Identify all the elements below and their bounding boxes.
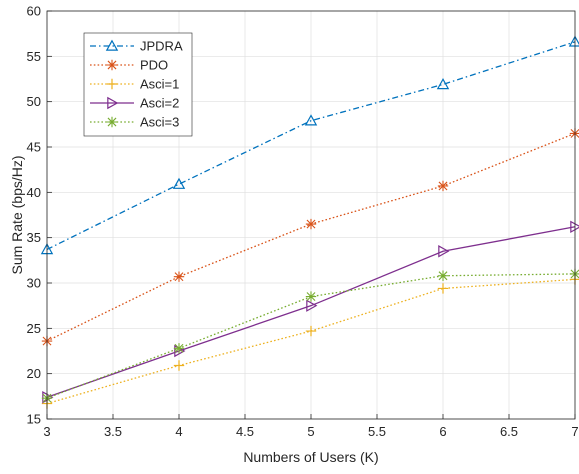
y-tick-label: 45 <box>27 140 41 155</box>
legend-marker <box>106 78 118 90</box>
x-tick-label: 7 <box>571 424 578 439</box>
x-tick-label: 3 <box>43 424 50 439</box>
legend-marker <box>105 39 119 51</box>
legend-entry: Asci=3 <box>90 115 179 130</box>
data-point <box>437 283 449 294</box>
legend-entry: PDO <box>90 58 168 73</box>
y-tick-label: 30 <box>27 276 41 291</box>
data-point <box>305 218 317 230</box>
y-tick-label: 50 <box>27 94 41 109</box>
y-tick-label: 60 <box>27 4 41 19</box>
data-point <box>305 325 317 337</box>
series-line <box>46 226 576 398</box>
x-tick-label: 5.5 <box>368 424 386 439</box>
y-tick-label: 20 <box>27 366 41 381</box>
legend-label: Asci=2 <box>140 96 179 111</box>
data-point <box>570 220 579 234</box>
series-line <box>46 273 576 399</box>
data-point <box>437 270 449 281</box>
x-tick-label: 4.5 <box>236 424 254 439</box>
y-axis-label: Sum Rate (bps/Hz) <box>9 155 25 274</box>
axis-ticks: 3 3.5 4 4.5 5 5.5 6 6.5 7 15 20 25 30 35 40 45 50 55 60 <box>27 4 579 440</box>
series-line <box>46 41 576 251</box>
y-tick-label: 55 <box>27 49 41 64</box>
legend-marker <box>106 116 118 128</box>
x-tick-label: 5 <box>307 424 314 439</box>
legend-entry: Asci=2 <box>90 96 179 111</box>
legend-label: Asci=1 <box>140 77 179 92</box>
data-point <box>173 360 185 371</box>
x-tick-label: 6 <box>439 424 446 439</box>
data-point <box>306 299 318 312</box>
x-tick-label: 3.5 <box>104 424 122 439</box>
x-tick-label: 6.5 <box>500 424 518 439</box>
legend: JPDRA PDO Asci=1 Asci=2 Asci=3 <box>83 32 193 137</box>
data-point <box>172 177 186 189</box>
legend-label: Asci=3 <box>140 115 179 130</box>
y-tick-label: 15 <box>27 412 41 427</box>
y-tick-label: 35 <box>27 230 41 245</box>
y-tick-label: 40 <box>27 185 41 200</box>
data-point <box>438 245 450 258</box>
data-point <box>305 291 317 302</box>
data-point <box>436 78 450 90</box>
series-jpdra <box>40 35 579 255</box>
legend-label: PDO <box>140 58 168 73</box>
legend-entry: JPDRA <box>90 39 183 54</box>
y-tick-label: 25 <box>27 321 41 336</box>
data-point <box>173 343 185 354</box>
data-point <box>437 180 449 192</box>
x-tick-label: 4 <box>175 424 182 439</box>
legend-entry: Asci=1 <box>90 77 179 92</box>
data-point <box>173 271 185 282</box>
legend-label: JPDRA <box>140 39 183 54</box>
data-point <box>304 114 318 126</box>
legend-marker <box>107 96 119 110</box>
x-axis-label: Numbers of Users (K) <box>243 449 378 465</box>
legend-marker <box>106 59 118 71</box>
